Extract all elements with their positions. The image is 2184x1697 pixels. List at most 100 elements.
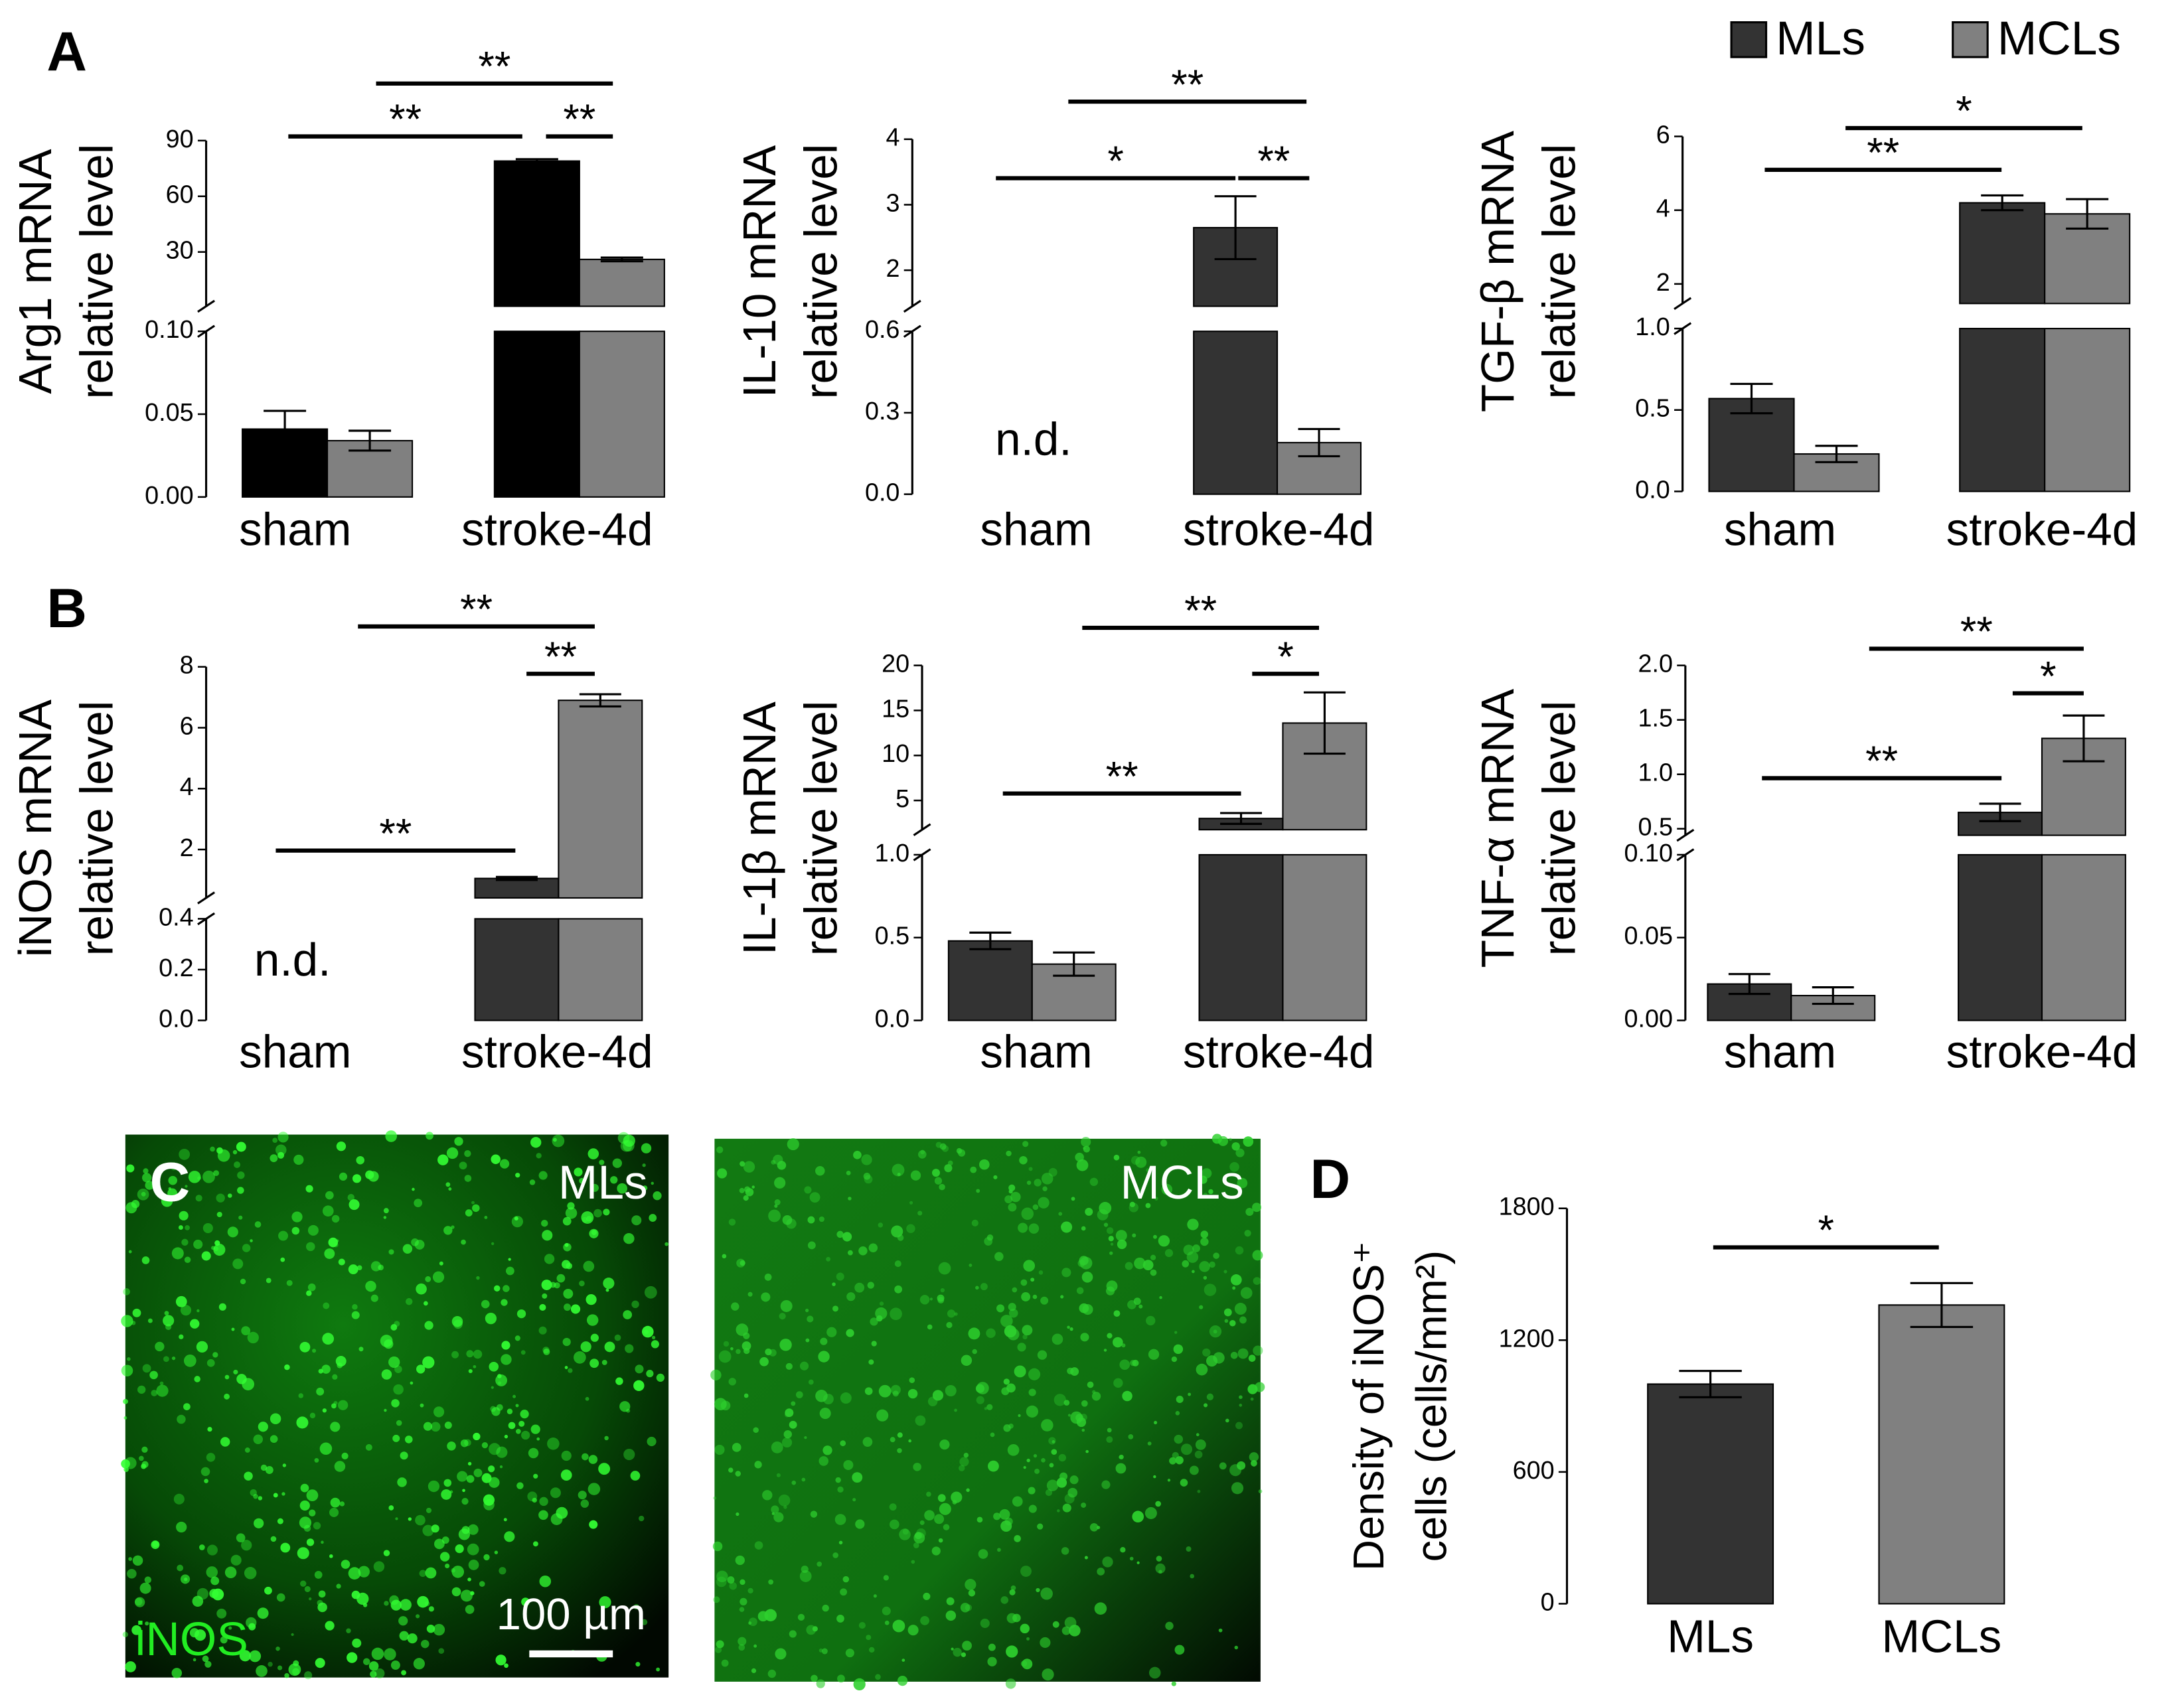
speck: [1061, 1268, 1071, 1278]
speck: [314, 1457, 319, 1463]
speck: [579, 1177, 585, 1184]
y-tick-label: 0.0: [159, 1005, 193, 1033]
error-bar: [1053, 951, 1095, 977]
speck: [258, 1422, 268, 1432]
speck: [384, 1339, 394, 1349]
speck: [876, 1409, 889, 1422]
speck: [1224, 1319, 1229, 1323]
speck: [1089, 1522, 1099, 1532]
speck: [164, 1311, 169, 1315]
speck: [1070, 1411, 1083, 1424]
speck: [603, 1209, 610, 1216]
y-tick-label: 0.4: [159, 903, 193, 931]
speck: [1101, 1480, 1111, 1489]
speck: [137, 1385, 146, 1394]
speck: [307, 1283, 316, 1291]
speck: [552, 1138, 557, 1142]
speck: [515, 1173, 520, 1178]
speck: [570, 1304, 581, 1314]
speck: [1069, 1327, 1073, 1331]
speck: [1200, 1237, 1209, 1246]
speck: [721, 1659, 729, 1667]
speck: [468, 1560, 479, 1570]
speck: [1081, 1400, 1088, 1407]
speck: [1021, 1207, 1034, 1220]
y-tick-label: 60: [166, 181, 194, 209]
speck: [1146, 1315, 1156, 1326]
speck: [1004, 1195, 1013, 1204]
speck: [368, 1661, 379, 1671]
speck: [318, 1590, 326, 1598]
speck: [935, 1142, 942, 1148]
speck: [795, 1391, 803, 1398]
speck: [959, 1457, 969, 1467]
speck: [298, 1393, 304, 1398]
speck: [984, 1407, 988, 1410]
speck: [324, 1248, 335, 1259]
speck: [299, 1500, 310, 1511]
speck: [1042, 1668, 1054, 1681]
speck: [1176, 1395, 1184, 1404]
speck: [892, 1163, 905, 1177]
speck: [940, 1288, 945, 1293]
speck: [924, 1510, 935, 1521]
speck: [1020, 1623, 1030, 1634]
speck: [574, 1167, 583, 1177]
speck: [801, 1477, 806, 1482]
speck: [959, 1465, 965, 1471]
speck: [1006, 1613, 1017, 1623]
speck: [739, 1187, 745, 1193]
speck: [837, 1674, 845, 1683]
speck: [901, 1659, 905, 1662]
speck: [1041, 1419, 1053, 1432]
error-bar: [1812, 986, 1854, 1005]
speck: [139, 1582, 151, 1594]
speck: [1040, 1296, 1049, 1305]
speck: [574, 1351, 586, 1364]
y-axis-label: relative level: [1533, 144, 1585, 400]
speck: [1192, 1270, 1195, 1274]
speck: [642, 1185, 648, 1191]
speck: [180, 1574, 191, 1584]
speck: [419, 1570, 427, 1578]
speck: [305, 1185, 313, 1193]
speck: [1218, 1628, 1223, 1633]
speck: [408, 1517, 412, 1521]
speck: [227, 1226, 238, 1238]
speck: [275, 1144, 287, 1155]
y-tick-label: 0.3: [865, 398, 899, 425]
speck: [473, 1365, 477, 1368]
x-tick-label: sham: [239, 1025, 351, 1077]
speck: [194, 1376, 200, 1382]
speck: [956, 1147, 963, 1154]
speck: [461, 1526, 470, 1534]
y-tick-label: 0: [1541, 1588, 1555, 1616]
speck: [392, 1434, 400, 1442]
speck: [753, 1427, 759, 1434]
y-tick-label: 1800: [1499, 1193, 1555, 1221]
speck: [286, 1280, 293, 1286]
speck: [457, 1471, 468, 1482]
x-tick-label: stroke-4d: [1946, 504, 2138, 555]
speck: [842, 1576, 850, 1583]
speck: [738, 1637, 747, 1646]
speck: [846, 1292, 856, 1301]
speck: [1014, 1365, 1026, 1378]
speck: [1041, 1457, 1046, 1463]
speck: [330, 1422, 341, 1432]
speck: [623, 1448, 635, 1461]
y-tick-label: 0.00: [1624, 1005, 1672, 1033]
speck: [423, 1301, 428, 1306]
speck: [587, 1148, 599, 1159]
speck: [151, 1390, 158, 1396]
speck: [805, 1308, 809, 1313]
speck: [278, 1230, 289, 1241]
speck: [542, 1293, 548, 1299]
speck: [473, 1432, 481, 1441]
speck: [196, 1309, 200, 1313]
speck: [1153, 1234, 1157, 1239]
speck: [582, 1453, 589, 1461]
speck: [547, 1437, 560, 1450]
speck: [132, 1308, 141, 1317]
speck: [1081, 1137, 1091, 1147]
